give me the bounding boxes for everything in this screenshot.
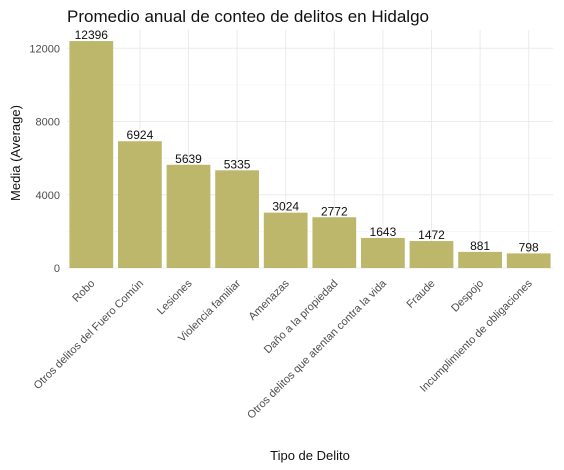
bar bbox=[118, 141, 162, 268]
bar bbox=[312, 217, 357, 268]
bar bbox=[409, 241, 454, 268]
bar-value-label: 5335 bbox=[224, 157, 251, 171]
x-tick-label: Robo bbox=[70, 278, 97, 305]
bar bbox=[263, 212, 308, 268]
bar-value-label: 881 bbox=[470, 239, 490, 253]
bar bbox=[166, 164, 211, 268]
bar bbox=[215, 170, 259, 268]
x-tick-label: Fraude bbox=[404, 278, 437, 311]
bar-value-label: 5639 bbox=[175, 152, 202, 166]
bars bbox=[69, 41, 551, 268]
bar-value-label: 6924 bbox=[127, 128, 154, 142]
bar-value-label: 1472 bbox=[418, 228, 445, 242]
y-tick-label: 0 bbox=[54, 263, 60, 275]
bar bbox=[361, 237, 405, 268]
bar bbox=[506, 253, 551, 268]
y-axis-title: Media (Average) bbox=[8, 105, 23, 201]
bar bbox=[69, 41, 114, 268]
bar-value-label: 12396 bbox=[75, 28, 109, 42]
chart-title: Promedio anual de conteo de delitos en H… bbox=[67, 7, 429, 26]
bar-value-label: 798 bbox=[519, 240, 539, 254]
x-tick-label: Amenazas bbox=[247, 277, 293, 323]
bar-value-labels: 12396 6924 5639 5335 3024 2772 1643 1472 881 798 bbox=[75, 28, 539, 254]
x-tick-label: Otros delitos del Fuero Común bbox=[32, 278, 146, 392]
x-tick-label: Despojo bbox=[449, 278, 486, 315]
bar bbox=[458, 251, 502, 268]
x-tick-label: Lesiones bbox=[155, 277, 195, 317]
y-tick-label: 12000 bbox=[29, 43, 60, 55]
y-axis-ticks: 0 4000 8000 12000 bbox=[29, 43, 60, 275]
x-axis-title: Tipo de Delito bbox=[270, 448, 350, 463]
y-tick-label: 8000 bbox=[36, 117, 60, 129]
bar-value-label: 2772 bbox=[321, 204, 348, 218]
bar-value-label: 1643 bbox=[370, 225, 397, 239]
y-tick-label: 4000 bbox=[36, 190, 60, 202]
bar-value-label: 3024 bbox=[272, 200, 299, 214]
